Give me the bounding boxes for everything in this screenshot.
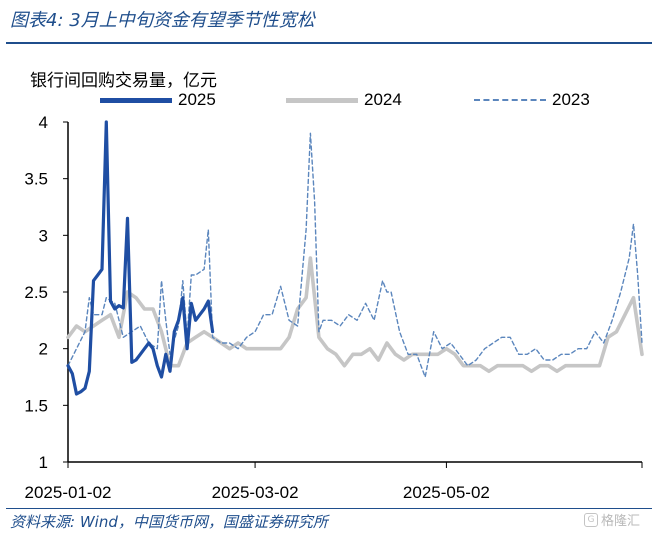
chart-canvas: 1 1.5 2 2.5 3 3.5 4 2025-01-02 2025-03-02 2025-05… xyxy=(24,113,644,502)
legend-label-2023: 2023 xyxy=(552,90,590,109)
y-tick-label: 1 xyxy=(39,453,48,472)
legend-swatch-2024 xyxy=(286,97,358,103)
watermark: G 格隆汇 xyxy=(584,510,640,529)
legend-item-2025: 2025 xyxy=(100,90,216,110)
series-line-2024 xyxy=(66,256,644,374)
footer-divider xyxy=(6,508,652,509)
legend-swatch-2025 xyxy=(100,97,172,103)
y-axis-label: 银行间回购交易量，亿元 xyxy=(30,71,217,91)
legend-label-2024: 2024 xyxy=(364,90,402,109)
series-line-2025 xyxy=(66,120,215,396)
y-tick-label: 3.5 xyxy=(24,170,48,189)
y-tick-label: 2 xyxy=(39,340,48,359)
legend-item-2024: 2024 xyxy=(286,90,402,110)
legend-label-2025: 2025 xyxy=(178,90,216,109)
title-divider xyxy=(6,42,652,44)
y-tick-label: 4 xyxy=(39,113,48,132)
y-tick-label: 1.5 xyxy=(24,396,48,415)
x-tick-label: 2025-05-02 xyxy=(403,483,490,502)
y-tick-label: 3 xyxy=(39,226,48,245)
legend-item-2023: 2023 xyxy=(474,90,590,110)
source-note: 资料来源: Wind，中国货币网，国盛证券研究所 xyxy=(10,513,328,531)
figure-title: 图表4: 3月上中旬资金有望季节性宽松 xyxy=(10,10,315,31)
watermark-text: 格隆汇 xyxy=(601,514,641,529)
legend-swatch-2023 xyxy=(474,99,546,101)
x-tick-label: 2025-03-02 xyxy=(212,483,299,502)
legend: 2025 2024 2023 xyxy=(0,90,658,112)
y-tick-label: 2.5 xyxy=(24,283,48,302)
x-tick-label: 2025-01-02 xyxy=(25,483,112,502)
series-line-2023 xyxy=(67,132,643,378)
watermark-logo-icon: G xyxy=(584,512,598,527)
